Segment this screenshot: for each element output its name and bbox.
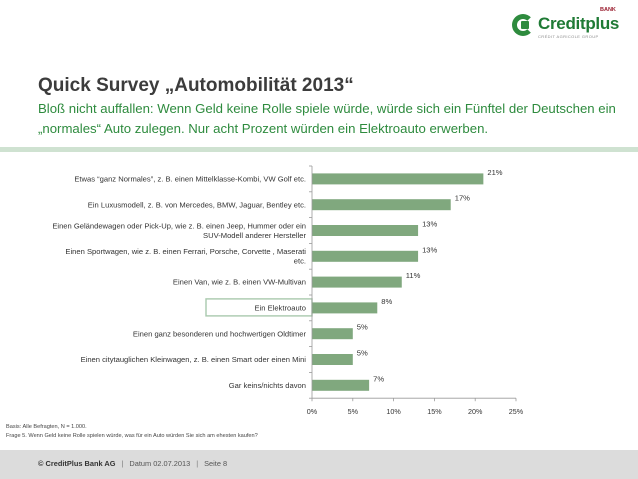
footer-company: © CreditPlus Bank AG [38,459,116,468]
x-tick-label: 25% [509,407,524,416]
bar-chart: Etwas “ganz Normales”, z. B. einen Mitte… [52,165,524,416]
bar [312,173,484,185]
footer-separator: | [196,459,199,468]
category-label: Einen Van, wie z. B. einen VW-Multivan [173,278,306,287]
bar [312,225,419,236]
value-label: 11% [406,271,421,280]
footer-separator: | [121,459,124,468]
footer-date: Datum 02.07.2013 [129,459,191,468]
bar [312,354,353,365]
x-tick-label: 10% [386,407,401,416]
x-tick-label: 20% [468,407,483,416]
footer-bar: © CreditPlus Bank AG | Datum 02.07.2013 | Se… [0,450,638,479]
x-tick-label: 15% [427,407,442,416]
bar [312,328,353,340]
category-label: Gar keins/nichts davon [229,381,306,390]
x-tick-label: 0% [307,407,318,416]
value-label: 13% [422,220,437,229]
value-label: 5% [357,323,368,332]
value-label: 21% [487,168,502,177]
logo-name: Creditplus [538,14,620,33]
page-subtitle: Bloß nicht auffallen: Wenn Geld keine Ro… [38,101,616,136]
creditplus-logo: BANK Creditplus CRÉDIT AGRICOLE GROUP [512,4,632,44]
footer-page: Seite 8 [204,459,228,468]
bar [312,379,370,391]
page-title: Quick Survey „Automobilität 2013“ [38,75,354,96]
category-label: Etwas “ganz Normales”, z. B. einen Mitte… [74,175,306,184]
basis-note: Basis: Alle Befragten, N = 1.000. [6,424,87,430]
category-label: Einen citytauglichen Kleinwagen, z. B. e… [81,355,307,364]
bar [312,276,402,288]
logo-group-label: CRÉDIT AGRICOLE GROUP [538,34,599,39]
header-divider [0,147,638,152]
bar [312,302,378,314]
value-label: 7% [373,374,384,383]
value-label: 8% [381,297,392,306]
category-label: Einen ganz besonderen und hochwertigen O… [133,329,307,338]
bar [312,250,419,262]
category-label: Ein Luxusmodell, z. B. von Mercedes, BMW… [88,200,306,209]
logo-bank-label: BANK [600,7,616,13]
x-tick-label: 5% [348,407,359,416]
value-label: 17% [455,194,470,203]
bar [312,199,451,211]
question-note: Frage 5. Wenn Geld keine Rolle spielen w… [6,433,258,439]
footer-text: © CreditPlus Bank AG | Datum 02.07.2013 | Se… [38,459,227,468]
value-label: 13% [422,245,437,254]
value-label: 5% [357,349,368,358]
category-label: Einen Geländewagen oder Pick-Up, wie z. … [52,221,306,240]
category-label: Ein Elektroauto [255,304,307,313]
creditplus-logo-dot [521,21,529,29]
category-label: Einen Sportwagen, wie z. B. einen Ferrar… [65,247,306,266]
